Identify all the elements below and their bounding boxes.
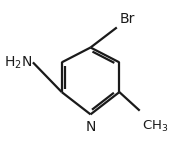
Text: H$_2$N: H$_2$N (4, 54, 32, 70)
Text: N: N (85, 120, 96, 134)
Text: CH$_3$: CH$_3$ (142, 119, 169, 134)
Text: Br: Br (119, 12, 135, 26)
